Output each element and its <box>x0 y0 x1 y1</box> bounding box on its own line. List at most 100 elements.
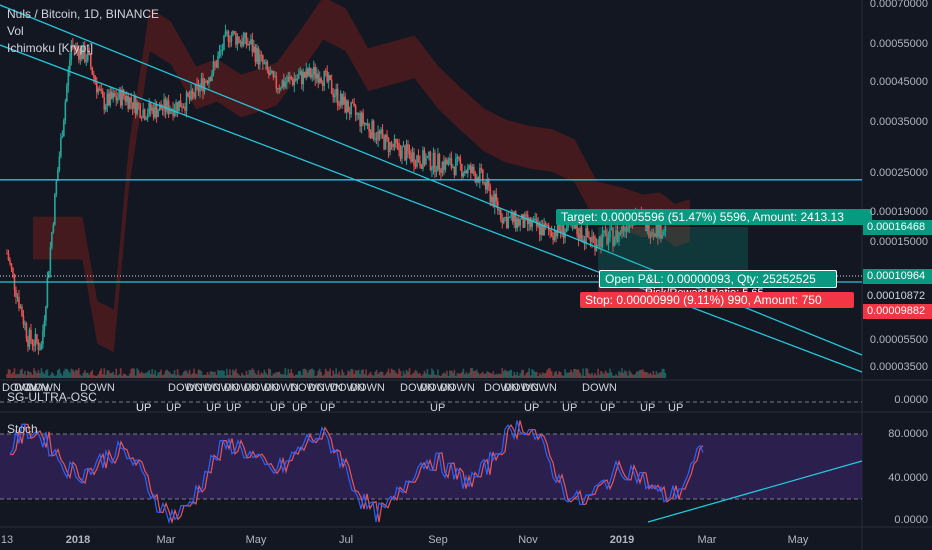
volume-bar <box>398 368 400 378</box>
candle <box>10 263 13 269</box>
candle <box>283 80 285 87</box>
osc-signal-up: UP <box>206 402 222 414</box>
volume-bar <box>272 373 275 378</box>
candle <box>163 99 165 110</box>
volume-bar <box>428 374 430 378</box>
volume-bar <box>473 371 475 378</box>
stop-label[interactable]: Stop: 0.00000990 (9.11%) 990, Amount: 75… <box>580 292 854 308</box>
volume-bar <box>561 375 563 378</box>
candle <box>402 146 405 148</box>
volume-bar <box>84 370 86 378</box>
volume-bar <box>172 374 174 378</box>
candle <box>525 214 528 216</box>
volume-bar <box>115 368 118 378</box>
candle <box>537 222 539 227</box>
candle <box>396 142 399 144</box>
volume-bar <box>182 372 185 378</box>
indicator-vol-label[interactable]: Vol <box>7 24 24 38</box>
candle <box>236 36 239 45</box>
candle <box>345 100 348 113</box>
candle <box>378 131 381 134</box>
volume-bar <box>606 372 608 378</box>
candle <box>377 131 379 140</box>
volume-bar <box>333 373 336 378</box>
candle <box>580 227 583 241</box>
volume-bar <box>579 372 581 378</box>
candle <box>151 107 153 111</box>
target-label[interactable]: Target: 0.00005596 (51.47%) 5596, Amount… <box>556 209 872 225</box>
volume-bar <box>363 374 366 378</box>
volume-bar <box>251 368 254 378</box>
volume-bar <box>639 369 641 378</box>
volume-bar <box>104 374 107 378</box>
volume-bar <box>378 372 381 378</box>
volume-bar <box>61 375 64 378</box>
candle <box>217 56 219 68</box>
osc-pane-label[interactable]: SG-ULTRA-OSC <box>7 390 97 404</box>
osc-signal-down: DOWN <box>400 382 435 394</box>
volume-bar <box>502 371 505 378</box>
volume-bar <box>58 368 61 378</box>
stoch-pane-label[interactable]: Stoch <box>7 422 38 436</box>
candle <box>565 227 568 233</box>
candle <box>417 155 420 162</box>
candle <box>86 51 89 61</box>
volume-bar <box>232 369 234 378</box>
volume-bar <box>347 370 349 378</box>
candle <box>342 96 345 105</box>
candle <box>58 156 61 170</box>
volume-bar <box>48 375 50 378</box>
candle <box>42 330 44 345</box>
symbol-title[interactable]: Nuls / Bitcoin, 1D, BINANCE <box>7 7 160 21</box>
volume-bar <box>658 372 661 378</box>
volume-bar <box>206 372 209 378</box>
volume-bar <box>269 369 272 378</box>
volume-bar <box>154 370 156 378</box>
candle <box>60 137 62 157</box>
candle <box>181 107 183 109</box>
indicator-ichimoku-label[interactable]: Ichimoku [Krypt] <box>7 41 94 55</box>
volume-bar <box>585 368 587 378</box>
volume-bar <box>290 369 293 378</box>
candle <box>233 31 236 34</box>
volume-bar <box>423 370 426 378</box>
volume-bar <box>25 375 28 378</box>
open-pnl-label[interactable]: Open P&L: 0.00000093, Qty: 25252525 <box>599 270 837 288</box>
volume-bar <box>161 375 164 378</box>
volume-bar <box>241 372 243 378</box>
volume-bar <box>360 369 363 378</box>
candle <box>318 78 321 83</box>
volume-bar <box>175 375 177 378</box>
volume-bar <box>443 372 445 378</box>
volume-bar <box>119 368 122 378</box>
volume-bar <box>417 373 420 378</box>
volume-bar <box>476 369 478 378</box>
candle <box>330 79 333 94</box>
volume-bar <box>462 368 465 378</box>
volume-bar <box>247 374 249 378</box>
candle <box>49 247 52 272</box>
volume-bar <box>528 368 530 378</box>
volume-bar <box>308 369 311 378</box>
volume-bar <box>109 373 112 378</box>
candle <box>160 104 162 110</box>
volume-bar <box>416 371 418 378</box>
candle <box>170 108 173 111</box>
candle <box>371 120 373 139</box>
candle <box>607 237 610 245</box>
volume-bar <box>537 375 539 378</box>
volume-bar <box>284 368 287 378</box>
candle <box>145 118 147 120</box>
volume-bar <box>250 370 252 378</box>
volume-bar <box>106 370 109 378</box>
candle <box>357 113 360 115</box>
volume-bar <box>505 370 508 378</box>
candle <box>541 225 544 236</box>
candle <box>368 123 370 132</box>
candle <box>399 150 402 159</box>
osc-signal-down: DOWN <box>244 382 279 394</box>
volume-bar <box>6 374 8 378</box>
volume-bar <box>149 373 152 378</box>
candle <box>218 51 221 57</box>
